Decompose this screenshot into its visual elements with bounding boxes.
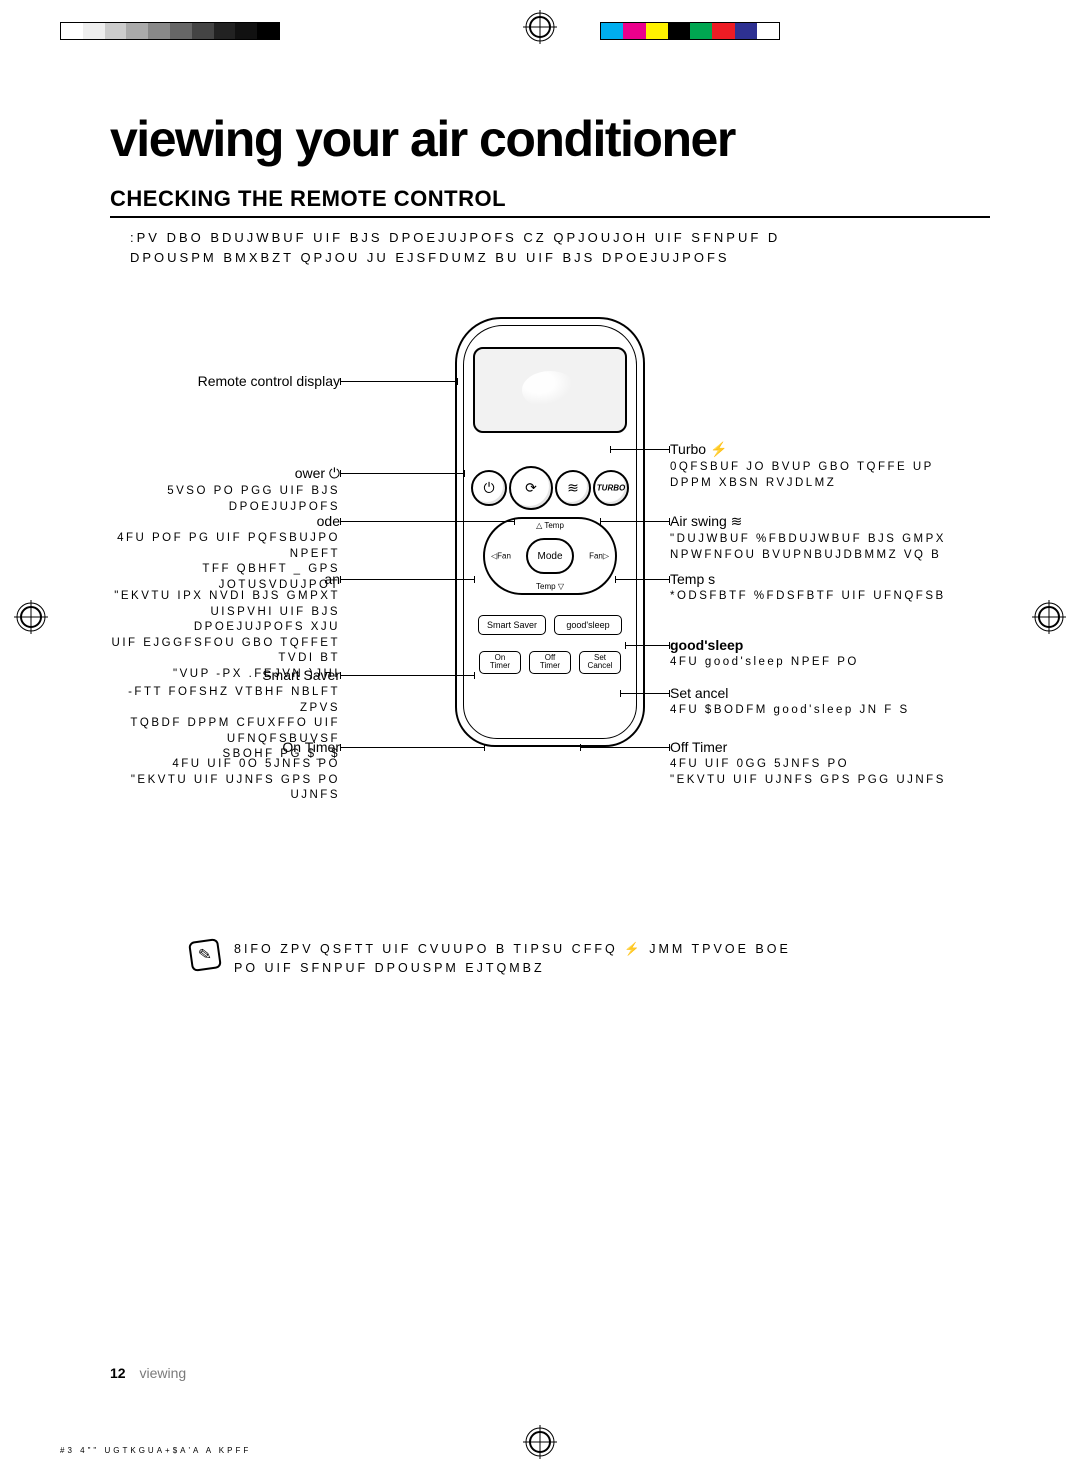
leader-line bbox=[340, 675, 475, 676]
footer-label: viewing bbox=[139, 1365, 186, 1381]
callout-off-timer: Off Timer 4FU UIF 0GG 5JNFS PO"EKVTU UIF… bbox=[670, 739, 970, 788]
intro-text: :PV DBO BDUJWBUF UIF BJS DPOEJUJPOFS CZ … bbox=[130, 228, 980, 267]
intro-line: DPOUSPM BMXBZT QPJOU JU EJSFDUMZ BU UIF … bbox=[130, 250, 730, 265]
callout-desc: "DUJWBUF %FBDUJWBUF BJS GMPXNPWFNFOU BVU… bbox=[670, 532, 970, 563]
smart-saver-button[interactable]: Smart Saver bbox=[478, 615, 546, 635]
callout-title: On Timer bbox=[110, 739, 340, 755]
airswing-icon: ≋ bbox=[567, 480, 579, 497]
airswing-button[interactable]: ≋ bbox=[555, 470, 591, 506]
callout-set-cancel: Set ancel 4FU $BODFM good'sleep JN F S bbox=[670, 685, 970, 719]
registration-mark-icon bbox=[14, 600, 48, 634]
temp-down-label[interactable]: Temp ▽ bbox=[536, 582, 564, 591]
intro-line: :PV DBO BDUJWBUF UIF BJS DPOEJUJPOFS CZ … bbox=[130, 230, 780, 245]
callout-desc: *ODSFBTF %FDSFBTF UIF UFNQFSB bbox=[670, 589, 970, 605]
leader-line bbox=[340, 579, 475, 580]
color-strip bbox=[600, 22, 780, 40]
leader-line bbox=[600, 521, 670, 522]
callout-good-sleep: good'sleep 4FU good'sleep NPEF PO bbox=[670, 637, 970, 671]
page-footer: 12 viewing bbox=[110, 1365, 186, 1381]
callout-title: Off Timer bbox=[670, 739, 970, 755]
remote-display bbox=[473, 347, 627, 433]
callout-title: Set ancel bbox=[670, 685, 970, 701]
callout-airswing: Air swing ≋ "DUJWBUF %FBDUJWBUF BJS GMPX… bbox=[670, 513, 970, 563]
callout-fan: an "EKVTU IPX NVDI BJS GMPXTUISPVHI UIF … bbox=[110, 571, 340, 682]
registration-mark-icon bbox=[523, 10, 557, 44]
callout-title: Temp s bbox=[670, 571, 970, 587]
remote-pill-row-1: Smart Saver good'sleep bbox=[475, 615, 625, 635]
note-icon: ✎ bbox=[188, 938, 222, 972]
callout-power: ower ⏻ 5VSO PO PGG UIF BJS DPOEJUJPOFS bbox=[110, 465, 340, 515]
section-title: CHECKING THE REMOTE CONTROL bbox=[110, 186, 990, 212]
callout-title: good'sleep bbox=[670, 637, 970, 653]
grayscale-strip bbox=[60, 22, 280, 40]
on-timer-button[interactable]: OnTimer bbox=[479, 651, 521, 674]
power-icon: ⏻ bbox=[483, 480, 494, 497]
leader-line bbox=[340, 521, 515, 522]
page-content: viewing your air conditioner CHECKING TH… bbox=[110, 110, 990, 1393]
leader-line bbox=[615, 579, 670, 580]
micro-footer: #3 4"" UGTKGUA+$A'A A KPFF bbox=[60, 1446, 251, 1455]
page-title: viewing your air conditioner bbox=[110, 110, 990, 168]
callout-desc: 4FU UIF 0O 5JNFS PO"EKVTU UIF UJNFS GPS … bbox=[110, 757, 340, 804]
fan-right-label[interactable]: Fan▷ bbox=[589, 552, 609, 561]
remote-dpad: Mode △ Temp Temp ▽ ◁Fan Fan▷ bbox=[483, 517, 617, 595]
leader-line bbox=[340, 747, 485, 748]
callout-title: Turbo ⚡ bbox=[670, 441, 970, 458]
callout-on-timer: On Timer 4FU UIF 0O 5JNFS PO"EKVTU UIF U… bbox=[110, 739, 340, 804]
leader-line bbox=[340, 381, 458, 382]
set-cancel-button[interactable]: SetCancel bbox=[579, 651, 621, 674]
note-row: ✎ 8IFO ZPV QSFTT UIF CVUUPO B TIPSU CFFQ… bbox=[190, 940, 950, 978]
callout-desc: 4FU UIF 0GG 5JNFS PO"EKVTU UIF UJNFS GPS… bbox=[670, 757, 970, 788]
leader-line bbox=[580, 747, 670, 748]
callout-title: Air swing ≋ bbox=[670, 513, 970, 530]
callout-temp: Temp s *ODSFBTF %FDSFBTF UIF UFNQFSB bbox=[670, 571, 970, 605]
callout-title: Smart Saver bbox=[110, 667, 340, 683]
leader-line bbox=[620, 693, 670, 694]
center-button[interactable]: ⟳ bbox=[509, 466, 553, 510]
callout-desc: 4FU good'sleep NPEF PO bbox=[670, 655, 970, 671]
callout-display: Remote control display bbox=[110, 373, 340, 391]
leader-line bbox=[340, 473, 465, 474]
turbo-button[interactable]: TURBO bbox=[593, 470, 629, 506]
callout-desc: 4FU $BODFM good'sleep JN F S bbox=[670, 703, 970, 719]
callout-title: Remote control display bbox=[110, 373, 340, 389]
mode-button[interactable]: Mode bbox=[526, 538, 574, 574]
remote-top-buttons: ⏻ ⟳ ≋ TURBO bbox=[471, 467, 629, 509]
remote-diagram: ⏻ ⟳ ≋ TURBO Mode △ Temp Temp ▽ ◁Fan Fan▷… bbox=[110, 317, 990, 877]
fan-left-label[interactable]: ◁Fan bbox=[491, 552, 511, 561]
remote-outline: ⏻ ⟳ ≋ TURBO Mode △ Temp Temp ▽ ◁Fan Fan▷… bbox=[455, 317, 645, 747]
center-icon: ⟳ bbox=[525, 480, 537, 497]
callout-turbo: Turbo ⚡ 0QFSBUF JO BVUP GBO TQFFE UPDPPM… bbox=[670, 441, 970, 491]
temp-up-label[interactable]: △ Temp bbox=[536, 521, 564, 530]
callout-desc: 0QFSBUF JO BVUP GBO TQFFE UPDPPM XBSN RV… bbox=[670, 460, 970, 491]
page-number: 12 bbox=[110, 1365, 126, 1381]
leader-line bbox=[625, 645, 670, 646]
power-button[interactable]: ⏻ bbox=[471, 470, 507, 506]
callout-title: ode bbox=[110, 513, 340, 529]
registration-mark-icon bbox=[1032, 600, 1066, 634]
registration-mark-icon bbox=[523, 1425, 557, 1459]
section-rule bbox=[110, 216, 990, 218]
off-timer-button[interactable]: OffTimer bbox=[529, 651, 571, 674]
callout-title: ower ⏻ bbox=[110, 465, 340, 482]
leader-line bbox=[610, 449, 670, 450]
good-sleep-button[interactable]: good'sleep bbox=[554, 615, 622, 635]
turbo-icon: TURBO bbox=[597, 484, 625, 493]
remote-pill-row-2: OnTimer OffTimer SetCancel bbox=[475, 651, 625, 674]
callout-desc: 5VSO PO PGG UIF BJS DPOEJUJPOFS bbox=[110, 484, 340, 515]
note-text: 8IFO ZPV QSFTT UIF CVUUPO B TIPSU CFFQ ⚡… bbox=[234, 940, 791, 978]
callout-title: an bbox=[110, 571, 340, 587]
